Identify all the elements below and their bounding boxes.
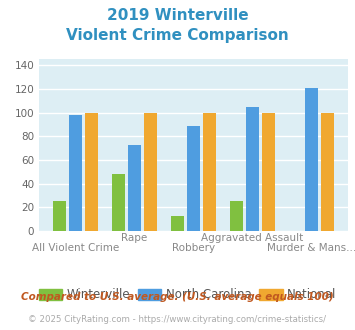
Bar <box>53 201 66 231</box>
Text: Aggravated Assault: Aggravated Assault <box>201 233 304 243</box>
Bar <box>230 201 243 231</box>
Bar <box>144 113 157 231</box>
Bar <box>246 107 259 231</box>
Text: Rape: Rape <box>121 233 148 243</box>
Text: 2019 Winterville: 2019 Winterville <box>107 8 248 23</box>
Bar <box>321 113 334 231</box>
Text: All Violent Crime: All Violent Crime <box>32 243 119 252</box>
Text: Violent Crime Comparison: Violent Crime Comparison <box>66 28 289 43</box>
Bar <box>305 88 318 231</box>
Bar <box>171 215 184 231</box>
Bar <box>85 113 98 231</box>
Bar <box>187 126 200 231</box>
Bar <box>128 145 141 231</box>
Bar <box>262 113 275 231</box>
Bar <box>112 174 125 231</box>
Bar <box>69 115 82 231</box>
Legend: Winterville, North Carolina, National: Winterville, North Carolina, National <box>39 288 337 301</box>
Text: Compared to U.S. average. (U.S. average equals 100): Compared to U.S. average. (U.S. average … <box>21 292 334 302</box>
Text: Murder & Mans...: Murder & Mans... <box>267 243 355 252</box>
Text: Robbery: Robbery <box>172 243 215 252</box>
Bar <box>203 113 216 231</box>
Text: © 2025 CityRating.com - https://www.cityrating.com/crime-statistics/: © 2025 CityRating.com - https://www.city… <box>28 315 327 324</box>
